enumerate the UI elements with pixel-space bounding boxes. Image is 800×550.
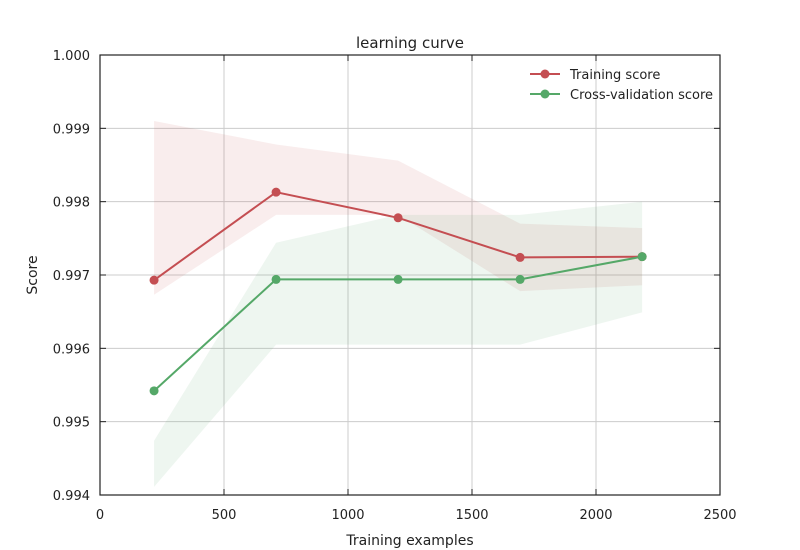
- cross-validation-score-legend-marker: [540, 89, 550, 99]
- x-tick-label: 1500: [455, 508, 488, 523]
- x-axis-title: Training examples: [345, 533, 473, 549]
- x-tick-label: 0: [96, 508, 104, 523]
- y-tick-label: 0.994: [53, 489, 90, 504]
- training-score-legend-label: Training score: [569, 68, 660, 83]
- y-tick-label: 0.995: [53, 416, 90, 431]
- legend: Training score Cross-validation score: [530, 68, 713, 103]
- cross-validation-score-point: [149, 386, 159, 396]
- y-tick-label: 0.997: [53, 269, 90, 284]
- y-tick-label: 1.000: [53, 49, 90, 64]
- training-score-point: [515, 252, 525, 262]
- x-tick-labels: 0 500 1000 1500 2000 2500: [96, 508, 737, 523]
- y-tick-label: 0.996: [53, 342, 90, 357]
- series-points: [149, 187, 647, 396]
- cross-validation-score-point: [515, 274, 525, 284]
- cross-validation-score-band: [154, 201, 643, 487]
- cross-validation-score-point: [637, 252, 647, 262]
- x-tick-label: 500: [212, 508, 237, 523]
- x-tick-label: 1000: [331, 508, 364, 523]
- y-tick-labels: 0.994 0.995 0.996 0.997 0.998 0.999 1.000: [53, 49, 90, 504]
- training-score-point: [149, 275, 159, 285]
- cross-validation-score-point: [271, 274, 281, 284]
- confidence-bands: [154, 121, 643, 487]
- y-tick-label: 0.998: [53, 196, 90, 211]
- x-tick-label: 2500: [703, 508, 736, 523]
- axis-ticks: [99, 54, 721, 496]
- training-score-legend-marker: [540, 69, 550, 79]
- y-tick-label: 0.999: [53, 122, 90, 137]
- cross-validation-score-point: [393, 274, 403, 284]
- chart-title: learning curve: [356, 34, 464, 52]
- training-score-point: [393, 213, 403, 223]
- training-score-point: [271, 187, 281, 197]
- y-axis-title: Score: [25, 255, 41, 294]
- x-tick-label: 2000: [579, 508, 612, 523]
- cross-validation-score-legend-label: Cross-validation score: [570, 88, 713, 103]
- training-score-band: [154, 121, 643, 295]
